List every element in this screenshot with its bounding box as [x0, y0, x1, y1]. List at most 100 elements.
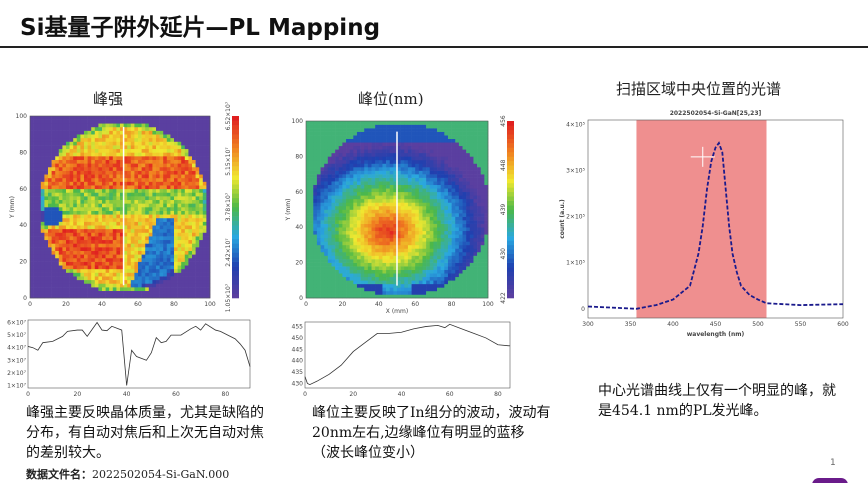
heatmap-cell: [105, 287, 110, 292]
heatmap-cell: [58, 247, 63, 251]
heatmap-cell: [145, 294, 150, 299]
heatmap-cell: [202, 207, 207, 211]
heatmap-cell: [112, 163, 117, 168]
heatmap-cell: [123, 134, 128, 139]
heatmap-cell: [378, 255, 383, 260]
heatmap-cell: [404, 241, 409, 246]
heatmap-cell: [407, 269, 412, 274]
heatmap-cell: [51, 214, 56, 219]
heatmap-cell: [407, 213, 412, 217]
heatmap-cell: [447, 128, 452, 132]
heatmap-cell: [386, 138, 391, 143]
heatmap-cell: [426, 128, 431, 132]
heatmap-cell: [375, 128, 380, 132]
heatmap-cell: [84, 217, 88, 222]
heatmap-cell: [33, 126, 38, 131]
heatmap-cell: [433, 156, 438, 161]
heatmap-cell: [84, 134, 88, 139]
heatmap-cell: [73, 152, 78, 157]
heatmap-cell: [335, 149, 340, 154]
heatmap-cell: [418, 216, 423, 221]
heatmap-cell: [342, 156, 347, 161]
heatmap-cell: [130, 188, 135, 193]
heatmap-cell: [156, 159, 160, 164]
heatmap-cell: [138, 116, 142, 120]
heatmap-cell: [91, 130, 96, 135]
heatmap-cell: [324, 202, 329, 207]
heatmap-cell: [73, 287, 78, 292]
heatmap-cell: [338, 220, 343, 224]
heatmap-cell: [400, 170, 405, 175]
heatmap-cell: [324, 135, 329, 139]
heatmap-cell: [163, 243, 168, 248]
heatmap-cell: [33, 243, 38, 248]
heatmap-cell: [356, 227, 361, 232]
heatmap-cell: [477, 220, 482, 224]
heatmap-cell: [397, 156, 401, 161]
heatmap-cell: [415, 188, 420, 193]
heatmap-cell: [177, 203, 182, 208]
heatmap-cell: [195, 137, 200, 142]
heatmap-cell: [316, 145, 321, 150]
heatmap-cell: [102, 290, 106, 295]
heatmap-cell: [112, 126, 117, 131]
heatmap-cell: [87, 268, 92, 273]
heatmap-cell: [195, 174, 200, 179]
heatmap-cell: [120, 290, 124, 295]
heatmap-cell: [109, 192, 114, 197]
heatmap-cell: [364, 152, 369, 157]
heatmap-cell: [206, 166, 211, 171]
heatmap-cell: [356, 262, 361, 267]
heatmap-cell: [174, 228, 178, 233]
heatmap-cell: [360, 287, 365, 292]
heatmap-cell: [393, 138, 398, 143]
heatmap-cell: [141, 196, 146, 201]
heatmap-cell: [458, 227, 463, 232]
heatmap-cell: [393, 287, 398, 292]
heatmap-cell: [477, 213, 482, 217]
heatmap-cell: [177, 166, 182, 171]
heatmap-cell: [141, 156, 146, 160]
heatmap-cell: [356, 241, 361, 246]
heatmap-cell: [87, 177, 92, 182]
heatmap-cell: [33, 177, 38, 182]
heatmap-cell: [320, 220, 325, 224]
heatmap-cell: [367, 290, 372, 295]
heatmap-cell: [105, 207, 110, 211]
heatmap-cell: [73, 236, 78, 241]
heatmap-cell: [44, 287, 49, 292]
heatmap-cell: [407, 131, 412, 136]
heatmap-cell: [349, 290, 354, 295]
heatmap-cell: [94, 177, 99, 182]
heatmap-cell: [437, 251, 441, 256]
heatmap-cell: [378, 181, 383, 186]
heatmap-cell: [199, 210, 204, 215]
heatmap-cell: [407, 167, 412, 171]
heatmap-cell: [415, 287, 420, 292]
heatmap-cell: [378, 259, 383, 263]
heatmap-cell: [447, 142, 452, 147]
heatmap-cell: [40, 221, 45, 226]
heatmap-cell: [181, 279, 186, 284]
heatmap-cell: [69, 203, 74, 208]
heatmap-cell: [324, 241, 329, 246]
heatmap-cell: [364, 195, 369, 200]
heatmap-cell: [306, 273, 310, 278]
heatmap-cell: [192, 268, 196, 273]
heatmap-cell: [367, 145, 372, 150]
heatmap-cell: [109, 276, 114, 281]
heatmap-cell: [195, 199, 200, 204]
heatmap-cell: [440, 198, 445, 203]
heatmap-cell: [138, 283, 142, 288]
heatmap-cell: [105, 156, 110, 160]
heatmap-cell: [306, 159, 310, 164]
colorbar-tick-label: 1.05×10⁷: [225, 283, 232, 312]
heatmap-cell: [411, 124, 416, 129]
heatmap-cell: [69, 243, 74, 248]
heatmap-cell: [44, 156, 49, 160]
heatmap-cell: [163, 294, 168, 299]
heatmap-cell: [30, 181, 34, 186]
heatmap-cell: [382, 227, 387, 232]
heatmap-cell: [335, 202, 340, 207]
